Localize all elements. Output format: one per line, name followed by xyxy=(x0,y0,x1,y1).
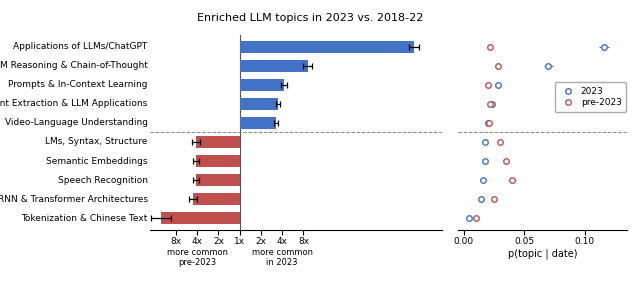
Bar xyxy=(196,174,239,186)
Bar xyxy=(239,98,278,110)
Text: more common
pre-2023: more common pre-2023 xyxy=(166,247,228,267)
Bar xyxy=(196,136,239,148)
Bar xyxy=(239,79,284,91)
Bar xyxy=(239,60,308,72)
Legend: 2023, pre-2023: 2023, pre-2023 xyxy=(554,82,626,112)
Bar xyxy=(239,41,414,53)
Bar xyxy=(161,212,239,224)
Text: Enriched LLM topics in 2023 vs. 2018-22: Enriched LLM topics in 2023 vs. 2018-22 xyxy=(197,13,424,23)
Bar xyxy=(239,117,276,129)
X-axis label: p(topic | date): p(topic | date) xyxy=(508,249,577,259)
Text: more common
in 2023: more common in 2023 xyxy=(252,247,313,267)
Bar xyxy=(193,193,239,205)
Bar xyxy=(196,155,239,167)
